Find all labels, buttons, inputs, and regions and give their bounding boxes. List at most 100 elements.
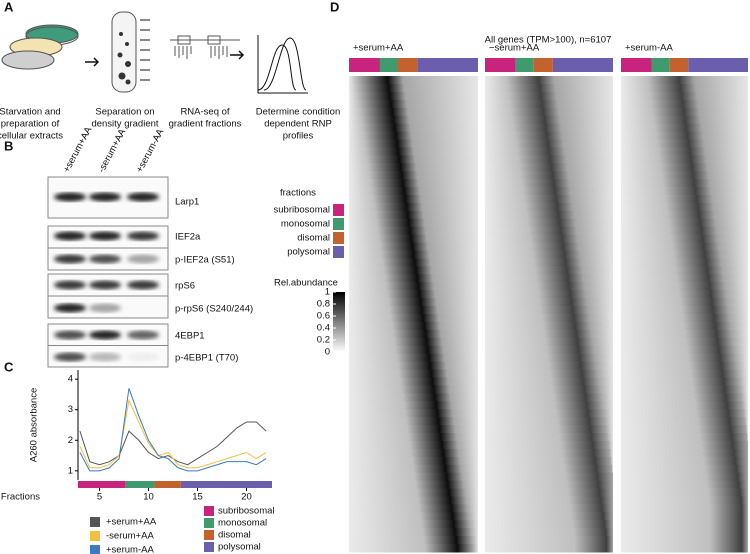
legend-label: subribosomal	[274, 205, 331, 216]
heatmap-row	[349, 544, 478, 553]
heatmap-row	[621, 440, 748, 450]
heatmap-row	[485, 290, 613, 299]
blot-label: Larp1	[175, 197, 199, 208]
heatmap-row	[485, 377, 613, 386]
heatmap-row	[349, 329, 478, 339]
heatmap-row	[621, 409, 748, 418]
heatmap-row	[485, 115, 613, 125]
heatmap-row	[485, 306, 613, 315]
heatmap-row	[621, 218, 748, 228]
heatmap-row	[349, 290, 478, 299]
step-caption: Separation on	[95, 107, 154, 118]
heatmap-row	[349, 298, 478, 307]
fraction-strip	[379, 58, 399, 72]
heatmap-row	[349, 488, 478, 497]
heatmap-row	[349, 226, 478, 236]
colorbar	[333, 292, 345, 352]
fraction-strip	[688, 58, 748, 72]
heatmap-row	[485, 226, 613, 236]
legend-label: polysomal	[218, 542, 261, 553]
heatmap-row	[349, 456, 478, 466]
blot-label: rpS6	[175, 281, 195, 292]
heatmap-row	[349, 155, 478, 164]
heatmap-row	[621, 258, 748, 267]
heatmap-row	[485, 504, 613, 513]
heatmap-row	[349, 123, 478, 133]
heatmap-row	[349, 115, 478, 125]
heatmap-row	[485, 385, 613, 394]
heatmap-row	[485, 76, 613, 85]
heatmap-row	[485, 266, 613, 275]
fraction-strip	[621, 58, 652, 72]
legend-swatch	[204, 530, 214, 540]
y-tick-label: 1	[68, 465, 73, 476]
heatmap-row	[485, 195, 613, 204]
heatmap-row	[485, 131, 613, 140]
blot-band	[54, 192, 86, 202]
heatmap-row	[349, 139, 478, 148]
heatmap-row	[349, 250, 478, 259]
heatmap-row	[621, 512, 748, 521]
x-tick-label: 15	[192, 492, 203, 503]
heatmap-row	[485, 544, 613, 553]
legend-swatch	[333, 246, 344, 258]
blot-band	[54, 303, 86, 313]
heatmap-row	[349, 361, 478, 371]
heatmap-row	[621, 488, 748, 497]
heatmap-row	[349, 147, 478, 156]
legend-swatch	[333, 204, 344, 216]
heatmap-row	[485, 123, 613, 133]
legend-label: +serum+AA	[106, 517, 157, 528]
fraction-strip	[349, 58, 380, 72]
heatmap-row	[621, 226, 748, 236]
heatmap-row	[349, 195, 478, 204]
heatmap-row	[485, 440, 613, 450]
panel-label: A	[4, 0, 14, 14]
colorbar-tick-label: 0.6	[317, 311, 330, 322]
blot-label: p-rpS6 (S240/244)	[175, 304, 253, 315]
heatmap-row	[349, 218, 478, 228]
heatmap-row	[485, 409, 613, 418]
heatmap-row	[621, 496, 748, 505]
heatmap-row	[349, 282, 478, 291]
heatmap-row	[485, 298, 613, 307]
heatmap-row	[349, 274, 478, 283]
fraction-band	[78, 481, 126, 488]
legend-swatch	[90, 531, 100, 541]
heatmap-row	[485, 488, 613, 497]
legend-swatch	[333, 218, 344, 230]
heatmap-row	[621, 306, 748, 315]
heatmap-row	[621, 147, 748, 156]
heatmap-row	[349, 472, 478, 482]
fraction-strip	[552, 58, 613, 72]
heatmap-row	[621, 377, 748, 386]
panel-a-icons	[1, 11, 308, 94]
heatmap-row	[349, 512, 478, 521]
heatmap-row	[349, 202, 478, 212]
fraction-strip	[515, 58, 534, 72]
heatmap-row	[349, 409, 478, 418]
heatmap-row	[349, 480, 478, 490]
heatmap-row	[485, 274, 613, 283]
heatmap-row	[485, 353, 613, 363]
fraction-strip	[398, 58, 418, 72]
step-caption: RNA-seq of	[180, 107, 229, 118]
colorbar-tick-label: 0.2	[317, 335, 330, 346]
heatmap-row	[621, 242, 748, 252]
heatmap-row	[485, 433, 613, 442]
heatmap-row	[349, 369, 478, 378]
blot-band	[127, 192, 159, 202]
legend-label: +serum-AA	[106, 545, 154, 554]
legend-swatch	[204, 518, 214, 528]
heatmap-row	[485, 456, 613, 466]
heatmap-row	[621, 179, 748, 188]
colorbar-title: Rel.abundance	[274, 278, 338, 289]
fraction-strip	[669, 58, 689, 72]
blot-band	[127, 254, 159, 264]
heatmap-row	[349, 242, 478, 252]
fraction-strip	[417, 58, 478, 72]
heatmap-row	[349, 131, 478, 140]
x-tick-label: 5	[97, 492, 102, 503]
y-axis-label: A260 absorbance	[29, 388, 40, 462]
